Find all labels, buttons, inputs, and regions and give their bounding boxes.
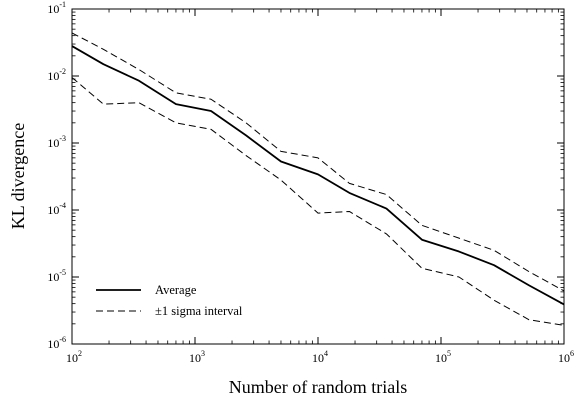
- x-tick-label: 105: [435, 349, 451, 365]
- y-axis-title: KL divergence: [8, 123, 28, 229]
- average-line: [71, 45, 565, 306]
- y-tick-label: 10-4: [47, 201, 66, 217]
- series-lines: [71, 32, 565, 326]
- x-tick-label: 104: [312, 349, 328, 365]
- plot-area-border: [71, 8, 565, 345]
- legend-label: ±1 sigma interval: [155, 304, 243, 318]
- y-tick-label: 10-2: [47, 67, 66, 83]
- y-tick-label: 10-1: [47, 0, 66, 16]
- y-tick-label: 10-6: [47, 335, 66, 351]
- plot-frame: [71, 8, 565, 345]
- y-tick-label: 10-3: [47, 134, 66, 150]
- x-tick-label: 103: [189, 349, 205, 365]
- upper-sigma-line: [71, 32, 565, 292]
- axis-ticks: 102 103 104 105 106 10-6 10-5 10-4 10-3 10-2 10-1: [47, 0, 574, 365]
- x-tick-label: 106: [558, 349, 574, 365]
- legend-label: Average: [155, 283, 197, 297]
- y-tick-label: 10-5: [47, 268, 66, 284]
- x-axis-title: Number of random trials: [229, 377, 407, 397]
- lower-sigma-line: [71, 77, 565, 326]
- legend: Average ±1 sigma interval: [96, 283, 243, 318]
- x-tick-label: 102: [66, 349, 82, 365]
